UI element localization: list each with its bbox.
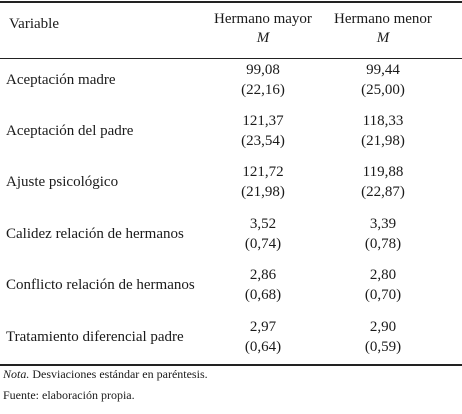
older-mean: 121,72 <box>242 164 284 180</box>
row-older-values: 3,52 (0,74) <box>198 214 328 254</box>
row-older-values: 2,97 (0,64) <box>198 317 328 357</box>
table-row: Calidez relación de hermanos 3,52 (0,74)… <box>0 210 462 261</box>
row-younger-values: 2,90 (0,59) <box>318 317 448 357</box>
table-note: Nota. Desviaciones estándar en paréntesi… <box>3 367 208 382</box>
younger-sd: (21,98) <box>361 133 405 149</box>
row-younger-values: 119,88 (22,87) <box>318 162 448 202</box>
table-header-rule <box>0 58 462 59</box>
younger-sd: (0,78) <box>364 236 402 252</box>
younger-mean: 99,44 <box>366 62 400 78</box>
row-label: Aceptación madre <box>6 72 116 88</box>
younger-sd: (25,00) <box>361 82 405 98</box>
row-label: Tratamiento diferencial padre <box>6 329 184 345</box>
table-header: Variable Hermano mayor M Hermano menor M <box>0 0 462 58</box>
row-older-values: 99,08 (22,16) <box>198 60 328 100</box>
younger-sd: (22,87) <box>361 184 405 200</box>
header-variable: Variable <box>9 16 59 32</box>
row-younger-values: 118,33 (21,98) <box>318 111 448 151</box>
table-row: Conflicto relación de hermanos 2,86 (0,6… <box>0 261 462 312</box>
older-mean: 3,52 <box>249 216 277 232</box>
header-col2-mean-symbol: M <box>376 30 390 46</box>
older-sd: (23,54) <box>241 133 285 149</box>
older-sd: (0,68) <box>244 287 282 303</box>
table-row: Aceptación del padre 121,37 (23,54) 118,… <box>0 107 462 158</box>
header-col1-mean-symbol: M <box>256 30 270 46</box>
row-older-values: 121,72 (21,98) <box>198 162 328 202</box>
younger-mean: 2,90 <box>369 319 397 335</box>
row-older-values: 121,37 (23,54) <box>198 111 328 151</box>
row-label: Aceptación del padre <box>6 123 134 139</box>
older-sd: (22,16) <box>241 82 285 98</box>
note-text: Desviaciones estándar en paréntesis. <box>29 367 208 381</box>
younger-mean: 118,33 <box>362 113 404 129</box>
row-younger-values: 99,44 (25,00) <box>318 60 448 100</box>
row-label: Conflicto relación de hermanos <box>6 277 195 293</box>
header-col2-title: Hermano menor <box>334 11 432 27</box>
header-col-older-sibling: Hermano mayor M <box>198 10 328 48</box>
table-row: Ajuste psicológico 121,72 (21,98) 119,88… <box>0 158 462 209</box>
table-source: Fuente: elaboración propia. <box>3 388 135 402</box>
header-col-younger-sibling: Hermano menor M <box>318 10 448 48</box>
older-sd: (0,64) <box>244 339 282 355</box>
table-row: Aceptación madre 99,08 (22,16) 99,44 (25… <box>0 56 462 107</box>
row-label: Ajuste psicológico <box>6 174 119 190</box>
younger-sd: (0,59) <box>364 339 402 355</box>
table-bottom-rule <box>0 364 462 366</box>
note-label: Nota. <box>3 367 30 381</box>
younger-sd: (0,70) <box>364 287 402 303</box>
younger-mean: 2,80 <box>369 267 397 283</box>
younger-mean: 119,88 <box>362 164 404 180</box>
younger-mean: 3,39 <box>369 216 397 232</box>
row-older-values: 2,86 (0,68) <box>198 265 328 305</box>
table-row: Tratamiento diferencial padre 2,97 (0,64… <box>0 313 462 364</box>
older-mean: 2,86 <box>249 267 277 283</box>
older-mean: 121,37 <box>242 113 284 129</box>
row-younger-values: 2,80 (0,70) <box>318 265 448 305</box>
header-col1-title: Hermano mayor <box>214 11 312 27</box>
older-mean: 2,97 <box>249 319 277 335</box>
older-sd: (21,98) <box>241 184 285 200</box>
row-younger-values: 3,39 (0,78) <box>318 214 448 254</box>
older-sd: (0,74) <box>244 236 282 252</box>
older-mean: 99,08 <box>246 62 280 78</box>
table-top-rule <box>0 1 462 3</box>
row-label: Calidez relación de hermanos <box>6 226 184 242</box>
